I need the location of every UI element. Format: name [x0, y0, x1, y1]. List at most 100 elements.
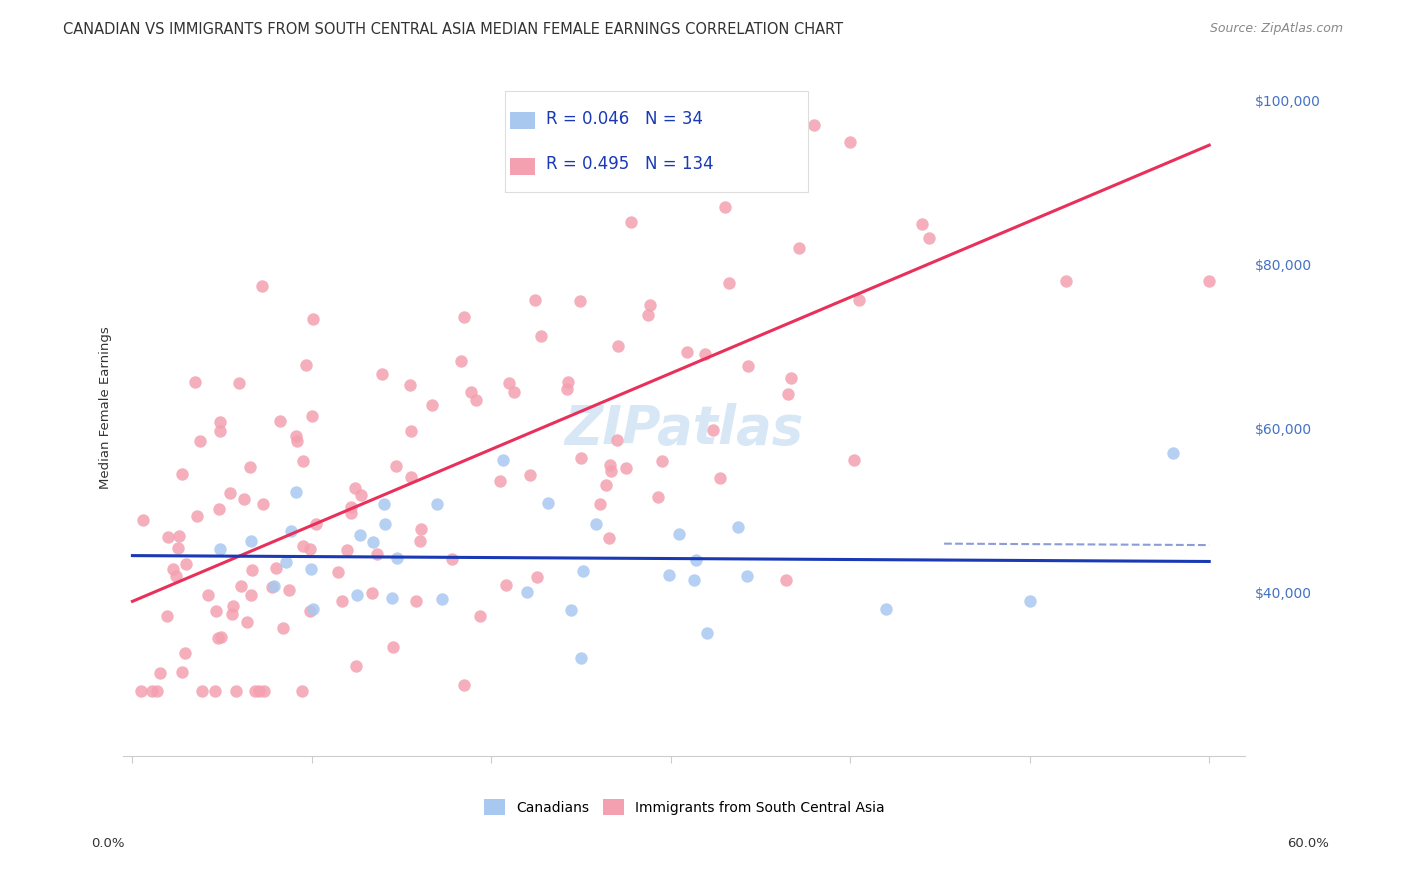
Point	[911, 217, 934, 231]
Point	[384, 459, 406, 474]
Point	[595, 478, 617, 492]
Point	[460, 385, 482, 400]
Point	[291, 539, 314, 553]
Point	[385, 551, 408, 566]
Point	[328, 566, 350, 580]
Point	[1018, 593, 1040, 607]
Point	[221, 607, 243, 621]
Point	[361, 535, 384, 549]
Point	[162, 561, 184, 575]
Point	[709, 471, 731, 485]
Point	[299, 604, 322, 618]
Point	[239, 588, 262, 602]
FancyBboxPatch shape	[505, 91, 807, 192]
Point	[231, 579, 253, 593]
Point	[787, 241, 810, 255]
Point	[305, 516, 328, 531]
Point	[260, 580, 283, 594]
Point	[585, 517, 607, 532]
Point	[683, 573, 706, 587]
Point	[569, 651, 592, 665]
Point	[131, 513, 153, 527]
Point	[557, 375, 579, 389]
Point	[197, 588, 219, 602]
Point	[209, 415, 232, 429]
Point	[271, 621, 294, 635]
Point	[222, 599, 245, 613]
Point	[190, 434, 212, 449]
Point	[614, 460, 637, 475]
Point	[749, 167, 772, 181]
Point	[340, 506, 363, 520]
Point	[638, 298, 661, 312]
Point	[236, 615, 259, 629]
Point	[839, 135, 862, 149]
Point	[165, 569, 187, 583]
Point	[218, 486, 240, 500]
Point	[659, 151, 682, 165]
Point	[285, 434, 308, 448]
Point	[696, 626, 718, 640]
Point	[737, 569, 759, 583]
Point	[453, 310, 475, 325]
Point	[780, 371, 803, 385]
Point	[285, 428, 308, 442]
Point	[174, 558, 197, 572]
Point	[298, 542, 321, 557]
Point	[280, 524, 302, 538]
Text: ZIPatlas: ZIPatlas	[565, 403, 804, 455]
Point	[269, 415, 291, 429]
Point	[149, 665, 172, 680]
Point	[498, 376, 520, 390]
Point	[676, 345, 699, 359]
Point	[184, 376, 207, 390]
Point	[374, 516, 396, 531]
Point	[537, 496, 560, 510]
Point	[727, 520, 749, 534]
Point	[285, 485, 308, 500]
Point	[330, 593, 353, 607]
Point	[526, 569, 548, 583]
Point	[606, 339, 628, 353]
Point	[658, 567, 681, 582]
Point	[247, 683, 270, 698]
Point	[468, 609, 491, 624]
Point	[232, 492, 254, 507]
Point	[228, 376, 250, 390]
Point	[695, 347, 717, 361]
Point	[588, 497, 610, 511]
Point	[264, 560, 287, 574]
Point	[399, 378, 422, 392]
Point	[844, 452, 866, 467]
Point	[371, 367, 394, 381]
Point	[291, 454, 314, 468]
Text: 0.0%: 0.0%	[91, 838, 125, 850]
Point	[295, 358, 318, 372]
Point	[685, 552, 707, 566]
Point	[1198, 274, 1220, 288]
Point	[225, 683, 247, 698]
Point	[647, 490, 669, 504]
Point	[366, 547, 388, 561]
Point	[569, 294, 592, 309]
Point	[263, 579, 285, 593]
Point	[775, 574, 797, 588]
Point	[299, 562, 322, 576]
Point	[301, 409, 323, 423]
Bar	[510, 158, 536, 175]
Point	[336, 543, 359, 558]
Point	[141, 683, 163, 698]
Point	[519, 468, 541, 483]
Point	[156, 530, 179, 544]
Point	[344, 658, 367, 673]
Point	[291, 683, 314, 698]
Point	[702, 424, 724, 438]
Point	[350, 487, 373, 501]
Point	[209, 631, 232, 645]
Point	[204, 683, 226, 698]
Point	[778, 387, 800, 401]
Point	[277, 582, 299, 597]
Point	[253, 683, 276, 698]
Point	[173, 646, 195, 660]
Bar	[510, 112, 536, 129]
